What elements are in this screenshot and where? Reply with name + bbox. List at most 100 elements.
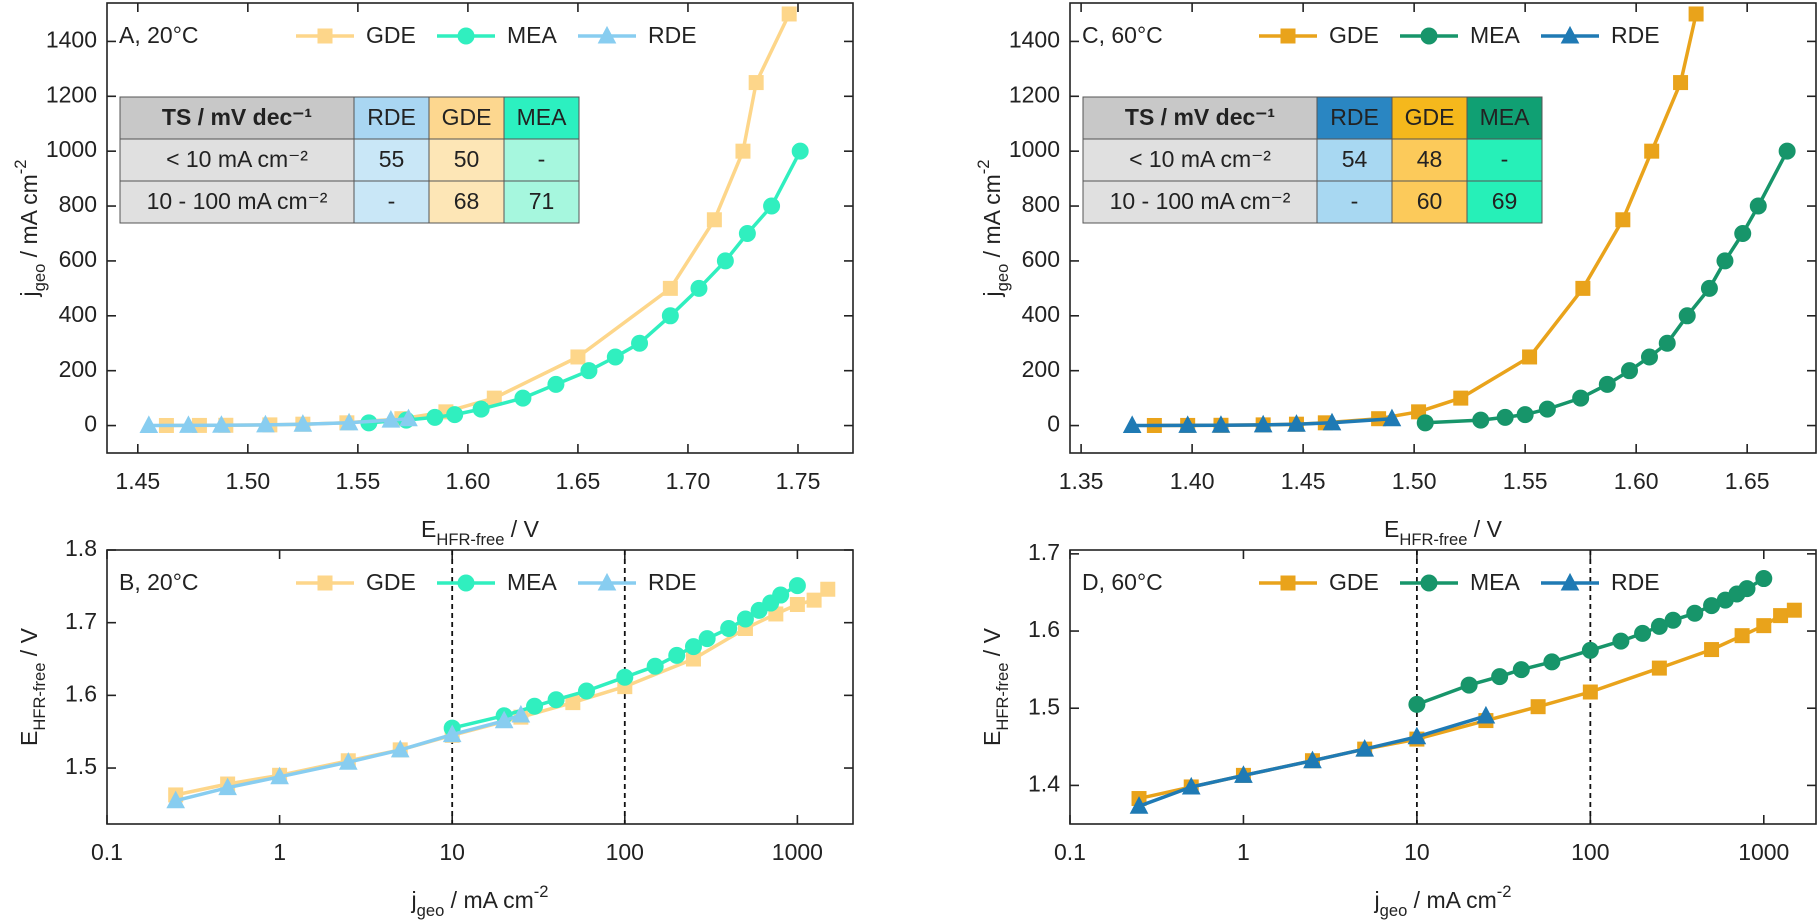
marker bbox=[526, 697, 544, 715]
table-text: 10 - 100 mA cm⁻² bbox=[1110, 188, 1291, 214]
marker bbox=[270, 766, 289, 785]
marker bbox=[1700, 279, 1718, 297]
x-tick-label: 10 bbox=[1404, 839, 1430, 865]
label-part: j bbox=[16, 291, 42, 297]
label-part: HFR-free bbox=[1399, 530, 1467, 549]
marker bbox=[1738, 580, 1756, 598]
marker bbox=[1658, 334, 1676, 352]
marker bbox=[570, 349, 586, 365]
legend-label: GDE bbox=[366, 22, 416, 48]
marker bbox=[1512, 661, 1530, 679]
table-text: 60 bbox=[1417, 188, 1443, 214]
series-line bbox=[148, 416, 409, 428]
legend-entry: MEA bbox=[1400, 569, 1521, 595]
label-part: -2 bbox=[11, 160, 30, 175]
marker bbox=[684, 638, 702, 656]
label-part: -2 bbox=[1497, 882, 1512, 901]
marker bbox=[736, 610, 754, 628]
y-tick-label: 600 bbox=[59, 246, 97, 272]
marker bbox=[748, 75, 764, 91]
label-part: geo bbox=[1380, 901, 1408, 920]
x-tick-label: 1.45 bbox=[115, 468, 160, 494]
marker bbox=[472, 400, 490, 418]
marker bbox=[511, 704, 531, 723]
table-cell bbox=[353, 96, 430, 140]
marker bbox=[698, 630, 716, 648]
marker bbox=[1453, 390, 1469, 406]
marker bbox=[1634, 624, 1652, 642]
x-tick-label: 0.1 bbox=[1054, 839, 1086, 865]
marker bbox=[339, 412, 359, 431]
y-tick-label: 200 bbox=[59, 356, 97, 382]
marker bbox=[1416, 414, 1434, 432]
legend-entry: RDE bbox=[1541, 22, 1660, 48]
x-tick-label: 1.70 bbox=[666, 468, 711, 494]
marker bbox=[457, 27, 475, 45]
y-tick-label: 1.4 bbox=[1028, 770, 1060, 796]
marker bbox=[390, 739, 410, 758]
plot-frame bbox=[1069, 549, 1817, 825]
table-text: 69 bbox=[1492, 188, 1518, 214]
marker bbox=[1673, 75, 1689, 91]
y-tick-label: 1.8 bbox=[65, 535, 97, 561]
marker bbox=[256, 414, 275, 433]
legend-label: RDE bbox=[1611, 22, 1660, 48]
marker bbox=[1786, 602, 1802, 618]
marker bbox=[1716, 252, 1734, 270]
table-cell bbox=[1316, 138, 1393, 182]
marker bbox=[1598, 375, 1616, 393]
marker bbox=[1491, 668, 1509, 686]
y-tick-label: 200 bbox=[1022, 356, 1060, 382]
marker bbox=[577, 682, 595, 700]
x-axis-label: EHFR-free / V bbox=[1384, 516, 1503, 549]
legend-entry: GDE bbox=[1259, 569, 1379, 595]
table-cell bbox=[1082, 96, 1318, 140]
marker bbox=[1651, 660, 1667, 676]
y-tick-label: 1.6 bbox=[65, 680, 97, 706]
marker bbox=[706, 212, 722, 228]
marker bbox=[1287, 414, 1306, 432]
table-cell bbox=[428, 138, 505, 182]
y-tick-label: 1.5 bbox=[65, 753, 97, 779]
label-part: geo bbox=[30, 264, 49, 292]
marker bbox=[791, 142, 809, 160]
marker bbox=[1420, 27, 1438, 45]
marker bbox=[735, 143, 751, 159]
x-tick-label: 1000 bbox=[772, 839, 823, 865]
marker bbox=[1280, 28, 1296, 44]
marker bbox=[1407, 726, 1427, 745]
table-cell bbox=[1391, 138, 1468, 182]
marker bbox=[631, 334, 649, 352]
label-part: / V bbox=[504, 516, 539, 542]
table-cell bbox=[1466, 180, 1543, 224]
x-tick-label: 1.65 bbox=[1725, 468, 1770, 494]
label-part: j bbox=[1374, 887, 1380, 913]
marker bbox=[1640, 348, 1658, 366]
table-text: - bbox=[538, 146, 546, 172]
y-axis-label: jgeo / mA cm-2 bbox=[974, 160, 1012, 298]
marker bbox=[1355, 739, 1375, 757]
label-part: E bbox=[979, 731, 1005, 746]
y-tick-label: 1000 bbox=[1009, 136, 1060, 162]
legend-entry: RDE bbox=[1541, 569, 1660, 595]
marker bbox=[547, 691, 565, 709]
marker bbox=[820, 581, 836, 597]
marker bbox=[1756, 618, 1772, 634]
marker bbox=[1496, 408, 1514, 426]
table-text: 10 - 100 mA cm⁻² bbox=[147, 188, 328, 214]
x-tick-label: 1.55 bbox=[335, 468, 380, 494]
marker bbox=[1530, 699, 1546, 715]
y-tick-label: 1200 bbox=[46, 81, 97, 107]
marker bbox=[338, 752, 358, 770]
marker bbox=[1178, 415, 1198, 433]
series-line bbox=[175, 587, 829, 797]
label-part: / mA cm bbox=[16, 174, 42, 263]
legend-label: GDE bbox=[1329, 22, 1379, 48]
legend-label: MEA bbox=[1470, 22, 1521, 48]
legend-label: RDE bbox=[1611, 569, 1660, 595]
marker bbox=[788, 577, 806, 595]
label-part: HFR-free bbox=[436, 530, 504, 549]
y-tick-label: 800 bbox=[59, 191, 97, 217]
marker bbox=[1122, 415, 1142, 433]
x-tick-label: 1.55 bbox=[1503, 468, 1548, 494]
